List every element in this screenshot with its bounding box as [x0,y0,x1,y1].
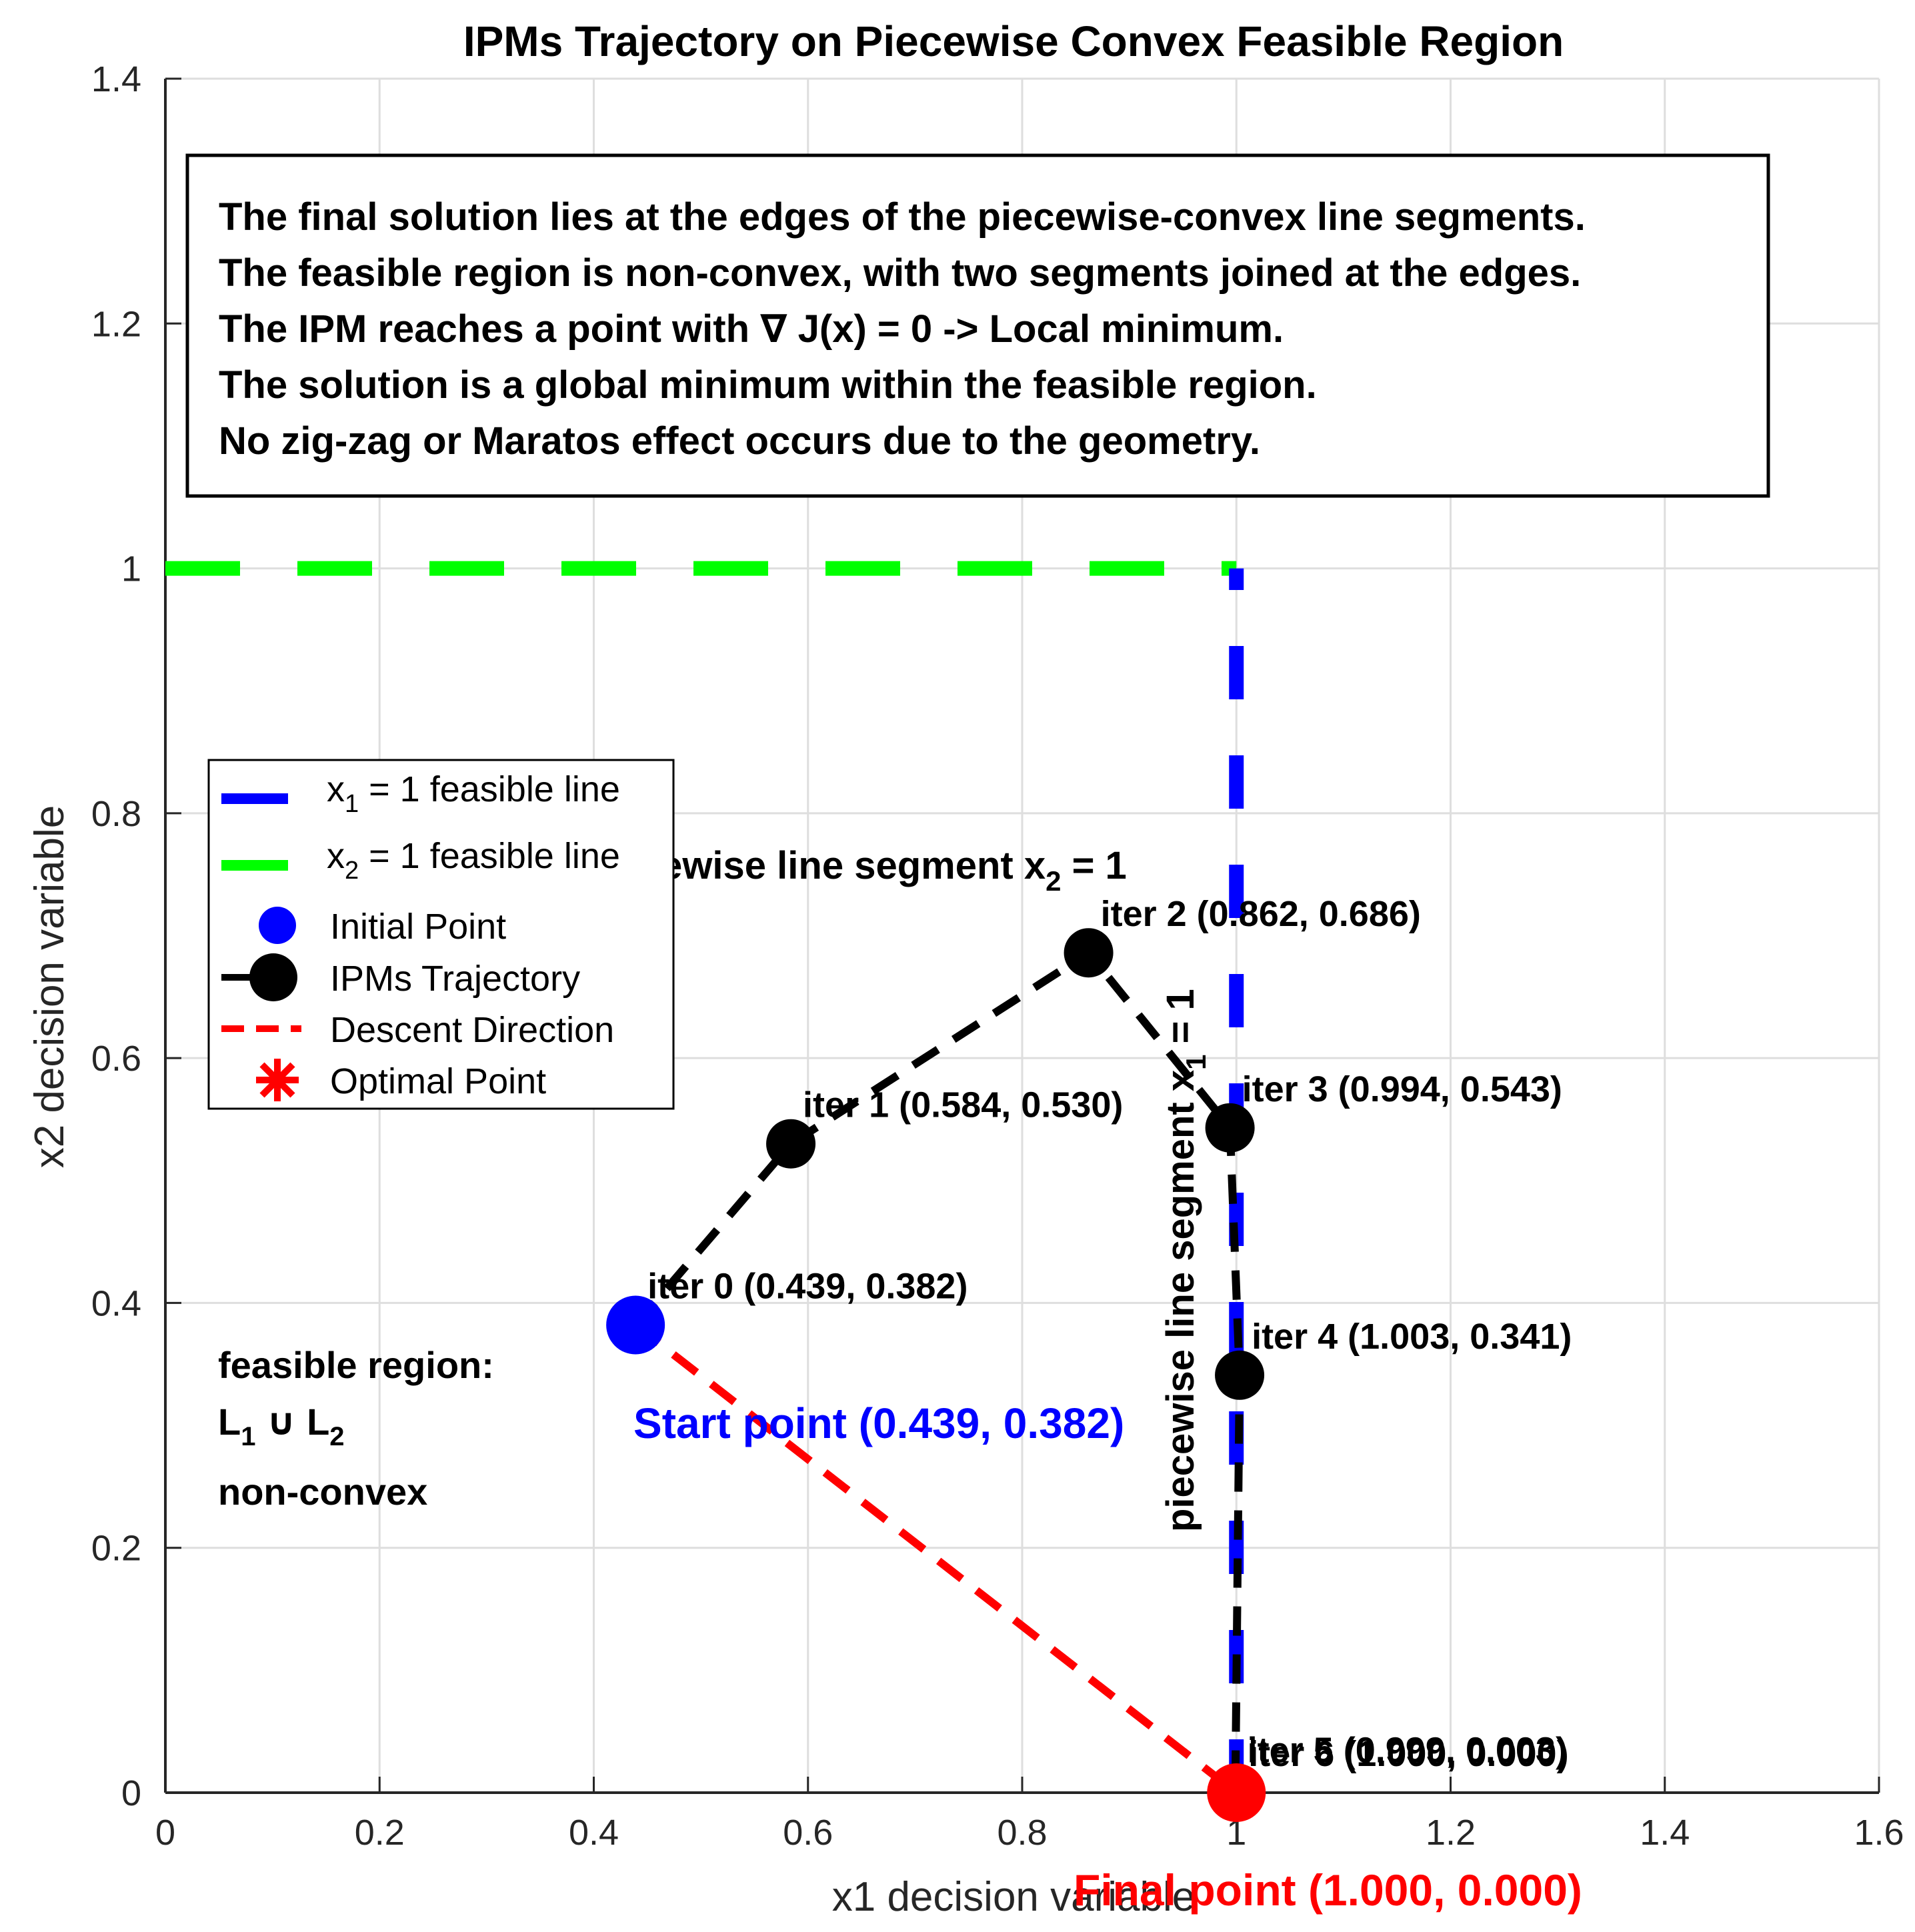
series-descent-direction [633,1321,1239,1796]
trajectory-marker [1215,1350,1265,1400]
y-tick-label: 1 [121,549,141,589]
legend: x1 = 1 feasible line x2 = 1 feasible lin… [207,759,675,1110]
trajectory-marker [1205,1103,1255,1153]
point-labels: iter 0 (0.439, 0.382) iter 1 (0.584, 0.53… [647,894,1572,1774]
trajectory-marker [1064,928,1114,978]
point-label: iter 3 (0.994, 0.543) [1242,1069,1562,1109]
legend-swatch-initial-point [259,907,296,944]
x-tick-label: 1.4 [1640,1813,1690,1853]
y-tick-label: 0.4 [91,1283,141,1323]
info-box-line: The final solution lies at the edges of … [219,195,1586,239]
legend-label-optimal-point: Optimal Point [330,1061,546,1101]
point-label: iter 4 (1.003, 0.341) [1252,1317,1572,1357]
feasible-region-title: feasible region: [218,1344,494,1386]
info-box [185,153,1770,498]
legend-label-trajectory: IPMs Trajectory [330,959,580,999]
x-axis-label: x1 decision variable [832,1874,1196,1920]
info-box-lines: The final solution lies at the edges of … [219,195,1586,463]
y-tick-label: 0.2 [91,1529,141,1569]
point-label: iter 5 (0.999, 0.003) [1248,1730,1568,1770]
start-point-label: Start point (0.439, 0.382) [633,1399,1124,1447]
x-tick-label: 1.2 [1426,1813,1476,1853]
axis-ticks: 0 0.2 0.4 0.6 0.8 1 1.2 1.4 1.600.20.40.60.811.2… [91,59,1904,1853]
initial-point-marker [606,1295,665,1355]
point-label: iter 1 (0.584, 0.530) [803,1085,1123,1125]
legend-label-x2-line: x2 = 1 feasible line [327,836,620,885]
info-box-line: The feasible region is non-convex, with … [219,251,1581,295]
point-label: iter 6 (1.000, 0.000) [1248,1734,1568,1774]
legend-swatch-trajectory-marker [249,953,297,1001]
x-tick-label: 0.8 [997,1813,1047,1853]
optimal-point-marker [1207,1763,1266,1822]
markers-layer [606,928,1266,1822]
legend-swatch-optimal-point [256,1059,299,1101]
y-tick-label: 1.2 [91,304,141,344]
legend-label-initial-point: Initial Point [330,907,506,947]
info-box-line: No zig-zag or Maratos effect occurs due … [219,419,1260,463]
info-box-line: The solution is a global minimum within … [219,363,1317,407]
x-tick-label: 0 [155,1813,175,1853]
y-tick-label: 0.6 [91,1039,141,1079]
x-tick-label: 0.4 [569,1813,619,1853]
feasible-region-type: non-convex [218,1471,427,1513]
x-tick-label: 0.6 [783,1813,833,1853]
info-box-line: The IPM reaches a point with ∇ J(x) = 0 … [219,307,1284,351]
legend-label-descent: Descent Direction [330,1010,614,1050]
y-tick-label: 0 [121,1773,141,1813]
chart-title: IPMs Trajectory on Piecewise Convex Feas… [463,17,1564,65]
y-tick-label: 1.4 [91,59,141,99]
legend-label-x1-line: x1 = 1 feasible line [327,769,620,818]
final-point-label: Final point (1.000, 0.000) [1074,1865,1582,1915]
trajectory-marker [766,1119,816,1169]
point-label: iter 0 (0.439, 0.382) [647,1266,968,1306]
y-tick-label: 0.8 [91,794,141,834]
segment-x1-annotation: piecewise line segment x1 = 1 [1159,989,1212,1532]
plot-frame [164,79,1879,1794]
x-tick-label: 1.6 [1854,1813,1904,1853]
x-tick-label: 0.2 [355,1813,405,1853]
feasible-region-union: L1 ∪ L2 [218,1401,345,1451]
point-label: iter 2 (0.862, 0.686) [1101,894,1421,934]
y-axis-label: x2 decision variable [27,805,73,1169]
